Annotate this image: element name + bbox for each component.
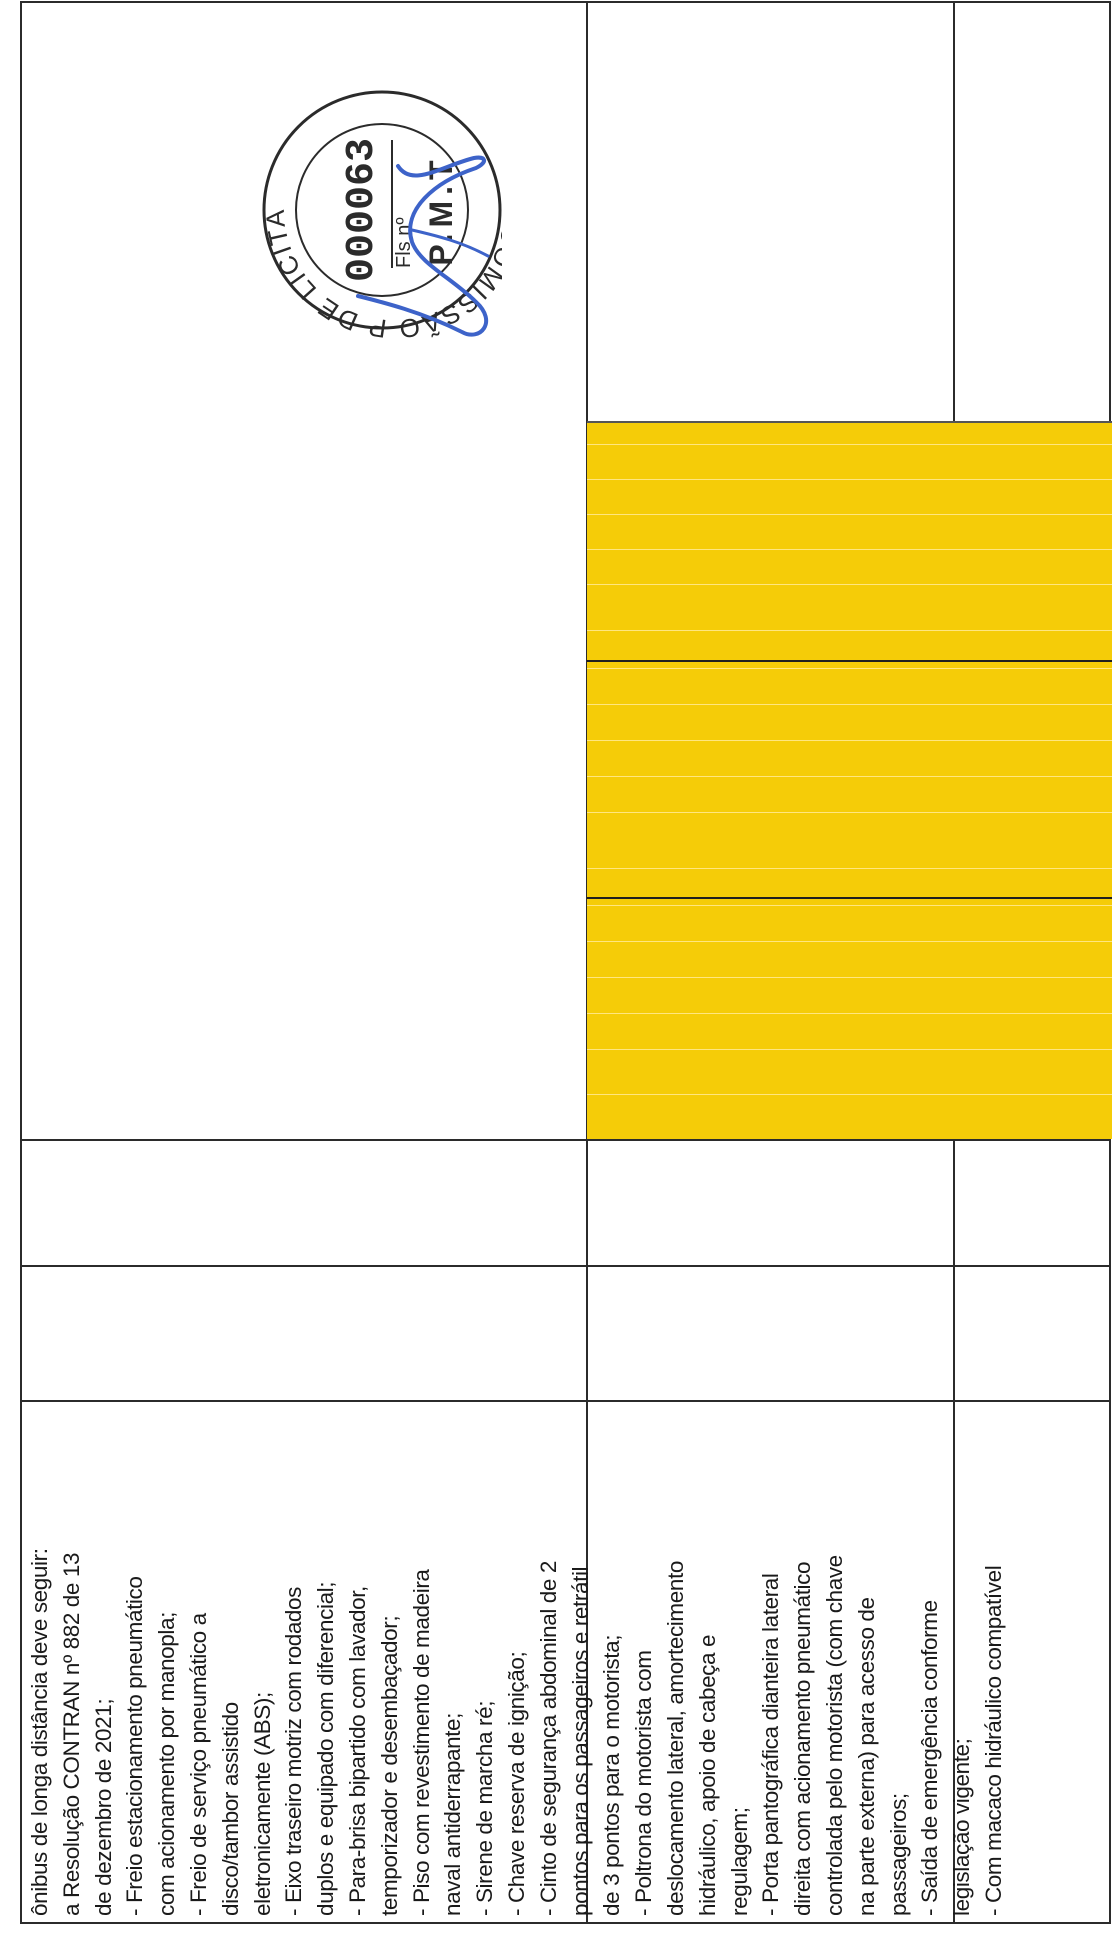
highlight-divider — [587, 660, 1112, 662]
text-line: eletronicamente (ABS); — [249, 1692, 275, 1916]
text-line: de 3 pontos para o motorista; — [599, 1634, 625, 1916]
text-line: - Poltrona do motorista com — [631, 1650, 657, 1916]
text-line: passageiros; — [885, 1793, 911, 1916]
text-line: - Freio estacionamento pneumático — [122, 1576, 148, 1916]
text-line: - Para-brisa bipartido com lavador, — [344, 1586, 370, 1916]
text-line: - Sirene de marcha ré; — [472, 1700, 498, 1916]
text-line: temporizador e desembaçador; — [376, 1615, 402, 1916]
highlighted-cell — [587, 422, 1112, 1139]
text-line: - Piso com revestimento de madeira — [408, 1569, 434, 1916]
text-line: na parte externa) para acesso de — [853, 1597, 879, 1916]
stamp-inner-ring — [295, 123, 469, 297]
text-line: direita com acionamento pneumático — [790, 1561, 816, 1916]
signature — [356, 155, 489, 337]
row-divider — [20, 1265, 1111, 1267]
specification-text: ônibus de longa distância deve seguir: a… — [24, 1356, 1010, 1916]
text-line: - Com macaco hidráulico compatível — [980, 1565, 1006, 1916]
text-line: deslocamento lateral, amortecimento — [662, 1561, 688, 1916]
text-line: - Freio de serviço pneumático a — [185, 1613, 211, 1916]
text-line: duplos e equipado com diferencial; — [313, 1581, 339, 1916]
text-line: - Porta pantográfica dianteira lateral — [758, 1573, 784, 1916]
stamp-outer-ring — [262, 90, 502, 330]
licitacao-stamp: COMISSÃO P DE LICITAÇÃO 000063 Fls nº P.… — [262, 90, 502, 344]
row-divider — [20, 1400, 1111, 1402]
highlight-divider — [587, 897, 1112, 899]
text-line: disco/tambor assistido — [217, 1702, 243, 1916]
text-line: pontos para os passageiros e retrátil — [567, 1566, 593, 1916]
highlight-divider — [587, 421, 1112, 423]
text-line: legislação vigente; — [949, 1738, 975, 1916]
text-line: ônibus de longa distância deve seguir: — [27, 1548, 52, 1916]
text-line: de dezembro de 2021; — [90, 1698, 116, 1916]
stamp-number: 000063 — [340, 138, 385, 282]
row-divider — [20, 1139, 1111, 1141]
rotated-text-cell: ônibus de longa distância deve seguir: a… — [20, 1354, 1108, 1922]
text-line: hidráulico, apoio de cabeça e — [694, 1634, 720, 1916]
text-line: - Chave reserva de ignição; — [503, 1651, 529, 1916]
text-line: - Eixo traseiro motriz com rodados — [281, 1586, 307, 1916]
text-line: - Saída de emergência conforme — [917, 1600, 943, 1916]
text-line: - Cinto de segurança abdominal de 2 — [535, 1561, 561, 1916]
text-line: controlada pelo motorista (com chave — [821, 1555, 847, 1916]
text-line: naval antiderrapante; — [440, 1713, 466, 1916]
text-line: com acionamento por manopla; — [154, 1612, 180, 1916]
text-line: regulagem; — [726, 1807, 752, 1916]
text-line: a Resolução CONTRAN nº 882 de 13 — [58, 1552, 84, 1916]
signature-stroke — [410, 228, 490, 258]
